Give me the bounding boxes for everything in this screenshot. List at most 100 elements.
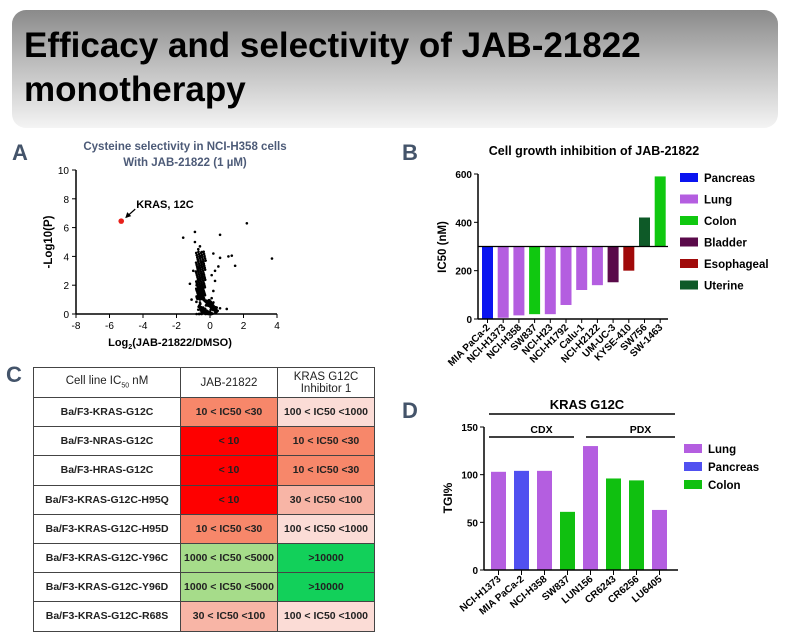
bar bbox=[576, 246, 588, 290]
data-point bbox=[200, 274, 204, 277]
data-point bbox=[195, 253, 199, 257]
x-axis-label: Log2(JAB-21822/DMSO) bbox=[108, 337, 232, 351]
ic50-cell: 100 < IC50 <1000 bbox=[277, 513, 375, 544]
legend-swatch bbox=[680, 194, 698, 204]
ic50-cell: 30 < IC50 <100 bbox=[180, 601, 278, 632]
data-point bbox=[200, 265, 204, 269]
ic50-cell: 100 < IC50 <1000 bbox=[277, 601, 375, 632]
data-point bbox=[218, 256, 222, 260]
data-point bbox=[233, 264, 237, 268]
x-tick-label: -4 bbox=[139, 321, 148, 332]
y-tick-label: 4 bbox=[63, 252, 69, 263]
data-point bbox=[198, 245, 202, 248]
ic50-cell: >10000 bbox=[277, 542, 375, 574]
data-point bbox=[199, 302, 202, 306]
data-point bbox=[225, 307, 229, 311]
bar bbox=[560, 511, 575, 570]
panel-label-d: D bbox=[402, 398, 418, 423]
legend-swatch bbox=[680, 237, 698, 247]
legend-label: Lung bbox=[708, 444, 736, 456]
data-point bbox=[195, 280, 198, 283]
data-point bbox=[199, 251, 203, 255]
data-point bbox=[202, 297, 206, 300]
data-point bbox=[202, 273, 206, 276]
data-point bbox=[218, 306, 222, 310]
y-tick-label: 0 bbox=[472, 566, 478, 577]
data-point bbox=[202, 282, 206, 286]
data-point bbox=[196, 269, 200, 272]
chart-title: KRAS G12C bbox=[550, 397, 625, 412]
table-header-row: Cell line IC50 nM JAB-21822 KRAS G12C Inhi… bbox=[33, 367, 375, 398]
legend-swatch bbox=[680, 173, 698, 182]
data-point bbox=[200, 312, 203, 316]
ic50-table: Cell line IC50 nM JAB-21822 KRAS G12C Inhi… bbox=[33, 367, 375, 632]
data-point bbox=[200, 263, 203, 266]
y-tick-label: 10 bbox=[58, 166, 70, 177]
data-point bbox=[198, 312, 201, 316]
data-point bbox=[193, 230, 197, 234]
data-point bbox=[214, 307, 218, 311]
data-point bbox=[214, 305, 217, 309]
cell-line-name: Ba/F3-KRAS-G12C-Y96C bbox=[33, 542, 181, 574]
cell-line-name: Ba/F3-KRAS-G12C bbox=[33, 396, 181, 428]
ic50-cell: 1000 < IC50 <5000 bbox=[180, 542, 278, 574]
data-point bbox=[197, 294, 200, 298]
data-point bbox=[203, 257, 207, 260]
cell-line-name: Ba/F3-KRAS-G12C-H95D bbox=[33, 513, 181, 544]
data-point bbox=[212, 301, 215, 304]
chart-subtitle: With JAB-21822 (1 µM) bbox=[123, 157, 247, 169]
ic50-cell: 10 < IC50 <30 bbox=[180, 513, 278, 544]
ic50-cell: 10 < IC50 <30 bbox=[180, 396, 278, 428]
slide-title: Efficacy and selectivity of JAB-21822 mo… bbox=[24, 26, 641, 109]
data-point bbox=[190, 298, 193, 301]
panel-label-c: C bbox=[6, 362, 22, 387]
legend-swatch bbox=[684, 480, 702, 489]
arrow-head bbox=[125, 212, 132, 219]
table-row: Ba/F3-NRAS-G12C < 10 10 < IC50 <30 bbox=[33, 426, 375, 457]
y-tick-label: 0 bbox=[63, 310, 69, 321]
x-tick-label: 4 bbox=[274, 321, 280, 332]
x-tick-label: -6 bbox=[105, 321, 114, 332]
data-point bbox=[194, 270, 198, 273]
ic50-cell: < 10 bbox=[180, 455, 278, 486]
bracket-label: PDX bbox=[630, 424, 652, 436]
table-row: Ba/F3-KRAS-G12C-Y96C 1000 < IC50 <5000 >10… bbox=[33, 542, 375, 574]
data-point bbox=[202, 291, 206, 294]
data-point bbox=[202, 250, 205, 254]
bar bbox=[529, 246, 541, 315]
data-point bbox=[206, 310, 210, 313]
data-point bbox=[191, 269, 195, 273]
ic50-cell: 10 < IC50 <30 bbox=[277, 455, 375, 486]
y-tick-label: 2 bbox=[63, 281, 69, 292]
data-point bbox=[201, 260, 205, 263]
legend-swatch bbox=[680, 280, 698, 290]
data-point bbox=[195, 256, 199, 259]
data-point bbox=[197, 252, 201, 256]
title-banner: Efficacy and selectivity of JAB-21822 mo… bbox=[12, 10, 778, 128]
data-point bbox=[200, 291, 204, 295]
table-row: Ba/F3-KRAS-G12C-R68S 30 < IC50 <100 100 < … bbox=[33, 601, 375, 632]
data-point bbox=[188, 282, 192, 286]
data-point bbox=[198, 254, 201, 258]
data-point bbox=[203, 266, 206, 270]
x-tick-label: -8 bbox=[72, 321, 81, 332]
x-tick-label: 0 bbox=[207, 321, 213, 332]
legend-label: Esophageal bbox=[704, 259, 769, 271]
data-point bbox=[196, 258, 200, 261]
data-point bbox=[201, 258, 205, 261]
data-point bbox=[199, 268, 202, 271]
bar bbox=[629, 480, 644, 570]
ic50-cell: 30 < IC50 <100 bbox=[277, 484, 375, 515]
data-point bbox=[211, 312, 214, 315]
data-point bbox=[212, 304, 215, 308]
y-tick-label: 600 bbox=[455, 170, 472, 181]
y-axis-label: IC50 (nM) bbox=[437, 221, 449, 273]
column-header: KRAS G12C Inhibitor 1 bbox=[277, 367, 375, 398]
data-point bbox=[197, 260, 200, 263]
data-point bbox=[197, 262, 201, 265]
cell-line-name: Ba/F3-HRAS-G12C bbox=[33, 455, 181, 486]
ic50-cell: < 10 bbox=[180, 426, 278, 457]
y-tick-label: 0 bbox=[466, 315, 472, 326]
